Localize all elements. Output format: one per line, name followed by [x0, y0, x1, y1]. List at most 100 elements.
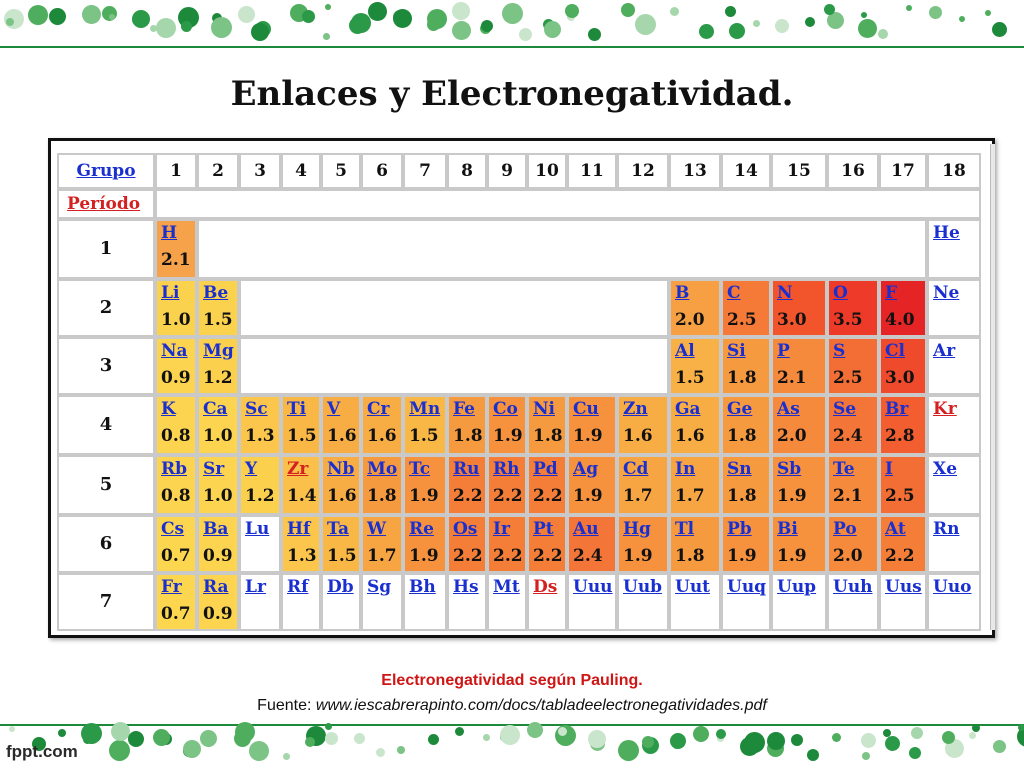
element-as[interactable]: As 2.0	[771, 395, 827, 455]
element-sg[interactable]: Sg	[361, 573, 403, 631]
element-symbol[interactable]: N	[777, 283, 793, 303]
element-te[interactable]: Te 2.1	[827, 455, 879, 515]
element-symbol[interactable]: Fr	[161, 577, 182, 597]
element-symbol[interactable]: Ar	[933, 341, 956, 361]
element-si[interactable]: Si 1.8	[721, 337, 771, 395]
element-w[interactable]: W 1.7	[361, 515, 403, 573]
element-symbol[interactable]: Se	[833, 399, 857, 419]
element-symbol[interactable]: Po	[833, 519, 857, 539]
element-kr[interactable]: Kr	[927, 395, 981, 455]
element-ds[interactable]: Ds	[527, 573, 567, 631]
element-symbol[interactable]: Ga	[675, 399, 701, 419]
element-ti[interactable]: Ti 1.5	[281, 395, 321, 455]
element-n[interactable]: N 3.0	[771, 279, 827, 337]
element-symbol[interactable]: Pd	[533, 459, 558, 479]
element-symbol[interactable]: Xe	[933, 459, 958, 479]
element-symbol[interactable]: Na	[161, 341, 188, 361]
element-ge[interactable]: Ge 1.8	[721, 395, 771, 455]
element-uub[interactable]: Uub	[617, 573, 669, 631]
element-symbol[interactable]: Uuq	[727, 577, 767, 597]
element-rn[interactable]: Rn	[927, 515, 981, 573]
element-symbol[interactable]: Os	[453, 519, 478, 539]
element-symbol[interactable]: Hs	[453, 577, 479, 597]
element-symbol[interactable]: Lu	[245, 519, 270, 539]
element-symbol[interactable]: Ni	[533, 399, 555, 419]
element-po[interactable]: Po 2.0	[827, 515, 879, 573]
element-k[interactable]: K 0.8	[155, 395, 197, 455]
element-symbol[interactable]: Db	[327, 577, 354, 597]
element-re[interactable]: Re 1.9	[403, 515, 447, 573]
element-be[interactable]: Be 1.5	[197, 279, 239, 337]
element-symbol[interactable]: Ir	[493, 519, 510, 539]
element-ar[interactable]: Ar	[927, 337, 981, 395]
element-na[interactable]: Na 0.9	[155, 337, 197, 395]
element-symbol[interactable]: Li	[161, 283, 180, 303]
element-symbol[interactable]: B	[675, 283, 690, 303]
element-symbol[interactable]: As	[777, 399, 800, 419]
element-o[interactable]: O 3.5	[827, 279, 879, 337]
element-cu[interactable]: Cu 1.9	[567, 395, 617, 455]
element-se[interactable]: Se 2.4	[827, 395, 879, 455]
element-symbol[interactable]: Ag	[573, 459, 599, 479]
element-mt[interactable]: Mt	[487, 573, 527, 631]
element-symbol[interactable]: Cr	[367, 399, 390, 419]
element-symbol[interactable]: W	[367, 519, 387, 539]
element-symbol[interactable]: Nb	[327, 459, 355, 479]
element-symbol[interactable]: Ta	[327, 519, 350, 539]
element-db[interactable]: Db	[321, 573, 361, 631]
element-symbol[interactable]: Ru	[453, 459, 480, 479]
element-zn[interactable]: Zn 1.6	[617, 395, 669, 455]
element-os[interactable]: Os 2.2	[447, 515, 487, 573]
element-symbol[interactable]: Uup	[777, 577, 817, 597]
element-mo[interactable]: Mo 1.8	[361, 455, 403, 515]
element-br[interactable]: Br 2.8	[879, 395, 927, 455]
element-pd[interactable]: Pd 2.2	[527, 455, 567, 515]
element-ag[interactable]: Ag 1.9	[567, 455, 617, 515]
element-sr[interactable]: Sr 1.0	[197, 455, 239, 515]
element-symbol[interactable]: Uuo	[933, 577, 972, 597]
element-symbol[interactable]: Ne	[933, 283, 960, 303]
element-symbol[interactable]: Ra	[203, 577, 229, 597]
element-b[interactable]: B 2.0	[669, 279, 721, 337]
element-symbol[interactable]: Ca	[203, 399, 228, 419]
element-symbol[interactable]: C	[727, 283, 741, 303]
element-symbol[interactable]: Hf	[287, 519, 311, 539]
element-ta[interactable]: Ta 1.5	[321, 515, 361, 573]
element-tl[interactable]: Tl 1.8	[669, 515, 721, 573]
element-symbol[interactable]: Sc	[245, 399, 268, 419]
element-symbol[interactable]: P	[777, 341, 790, 361]
element-hg[interactable]: Hg 1.9	[617, 515, 669, 573]
element-in[interactable]: In 1.7	[669, 455, 721, 515]
element-symbol[interactable]: Pt	[533, 519, 554, 539]
element-fe[interactable]: Fe 1.8	[447, 395, 487, 455]
element-symbol[interactable]: Uuh	[833, 577, 873, 597]
element-rh[interactable]: Rh 2.2	[487, 455, 527, 515]
element-symbol[interactable]: Ge	[727, 399, 753, 419]
element-symbol[interactable]: V	[327, 399, 341, 419]
element-mg[interactable]: Mg 1.2	[197, 337, 239, 395]
element-symbol[interactable]: Sb	[777, 459, 802, 479]
element-symbol[interactable]: Sr	[203, 459, 225, 479]
element-symbol[interactable]: Br	[885, 399, 909, 419]
element-symbol[interactable]: Rf	[287, 577, 309, 597]
element-symbol[interactable]: Rn	[933, 519, 960, 539]
element-symbol[interactable]: O	[833, 283, 848, 303]
element-symbol[interactable]: Re	[409, 519, 434, 539]
element-cr[interactable]: Cr 1.6	[361, 395, 403, 455]
element-ra[interactable]: Ra 0.9	[197, 573, 239, 631]
element-ba[interactable]: Ba 0.9	[197, 515, 239, 573]
element-symbol[interactable]: Si	[727, 341, 746, 361]
element-symbol[interactable]: Pb	[727, 519, 752, 539]
element-i[interactable]: I 2.5	[879, 455, 927, 515]
element-symbol[interactable]: Mg	[203, 341, 234, 361]
element-symbol[interactable]: In	[675, 459, 696, 479]
element-symbol[interactable]: Mt	[493, 577, 520, 597]
element-symbol[interactable]: Au	[573, 519, 599, 539]
element-symbol[interactable]: Kr	[933, 399, 957, 419]
element-symbol[interactable]: Bi	[777, 519, 798, 539]
element-p[interactable]: P 2.1	[771, 337, 827, 395]
element-ni[interactable]: Ni 1.8	[527, 395, 567, 455]
element-xe[interactable]: Xe	[927, 455, 981, 515]
element-he[interactable]: He	[927, 219, 981, 279]
element-symbol[interactable]: Cu	[573, 399, 599, 419]
